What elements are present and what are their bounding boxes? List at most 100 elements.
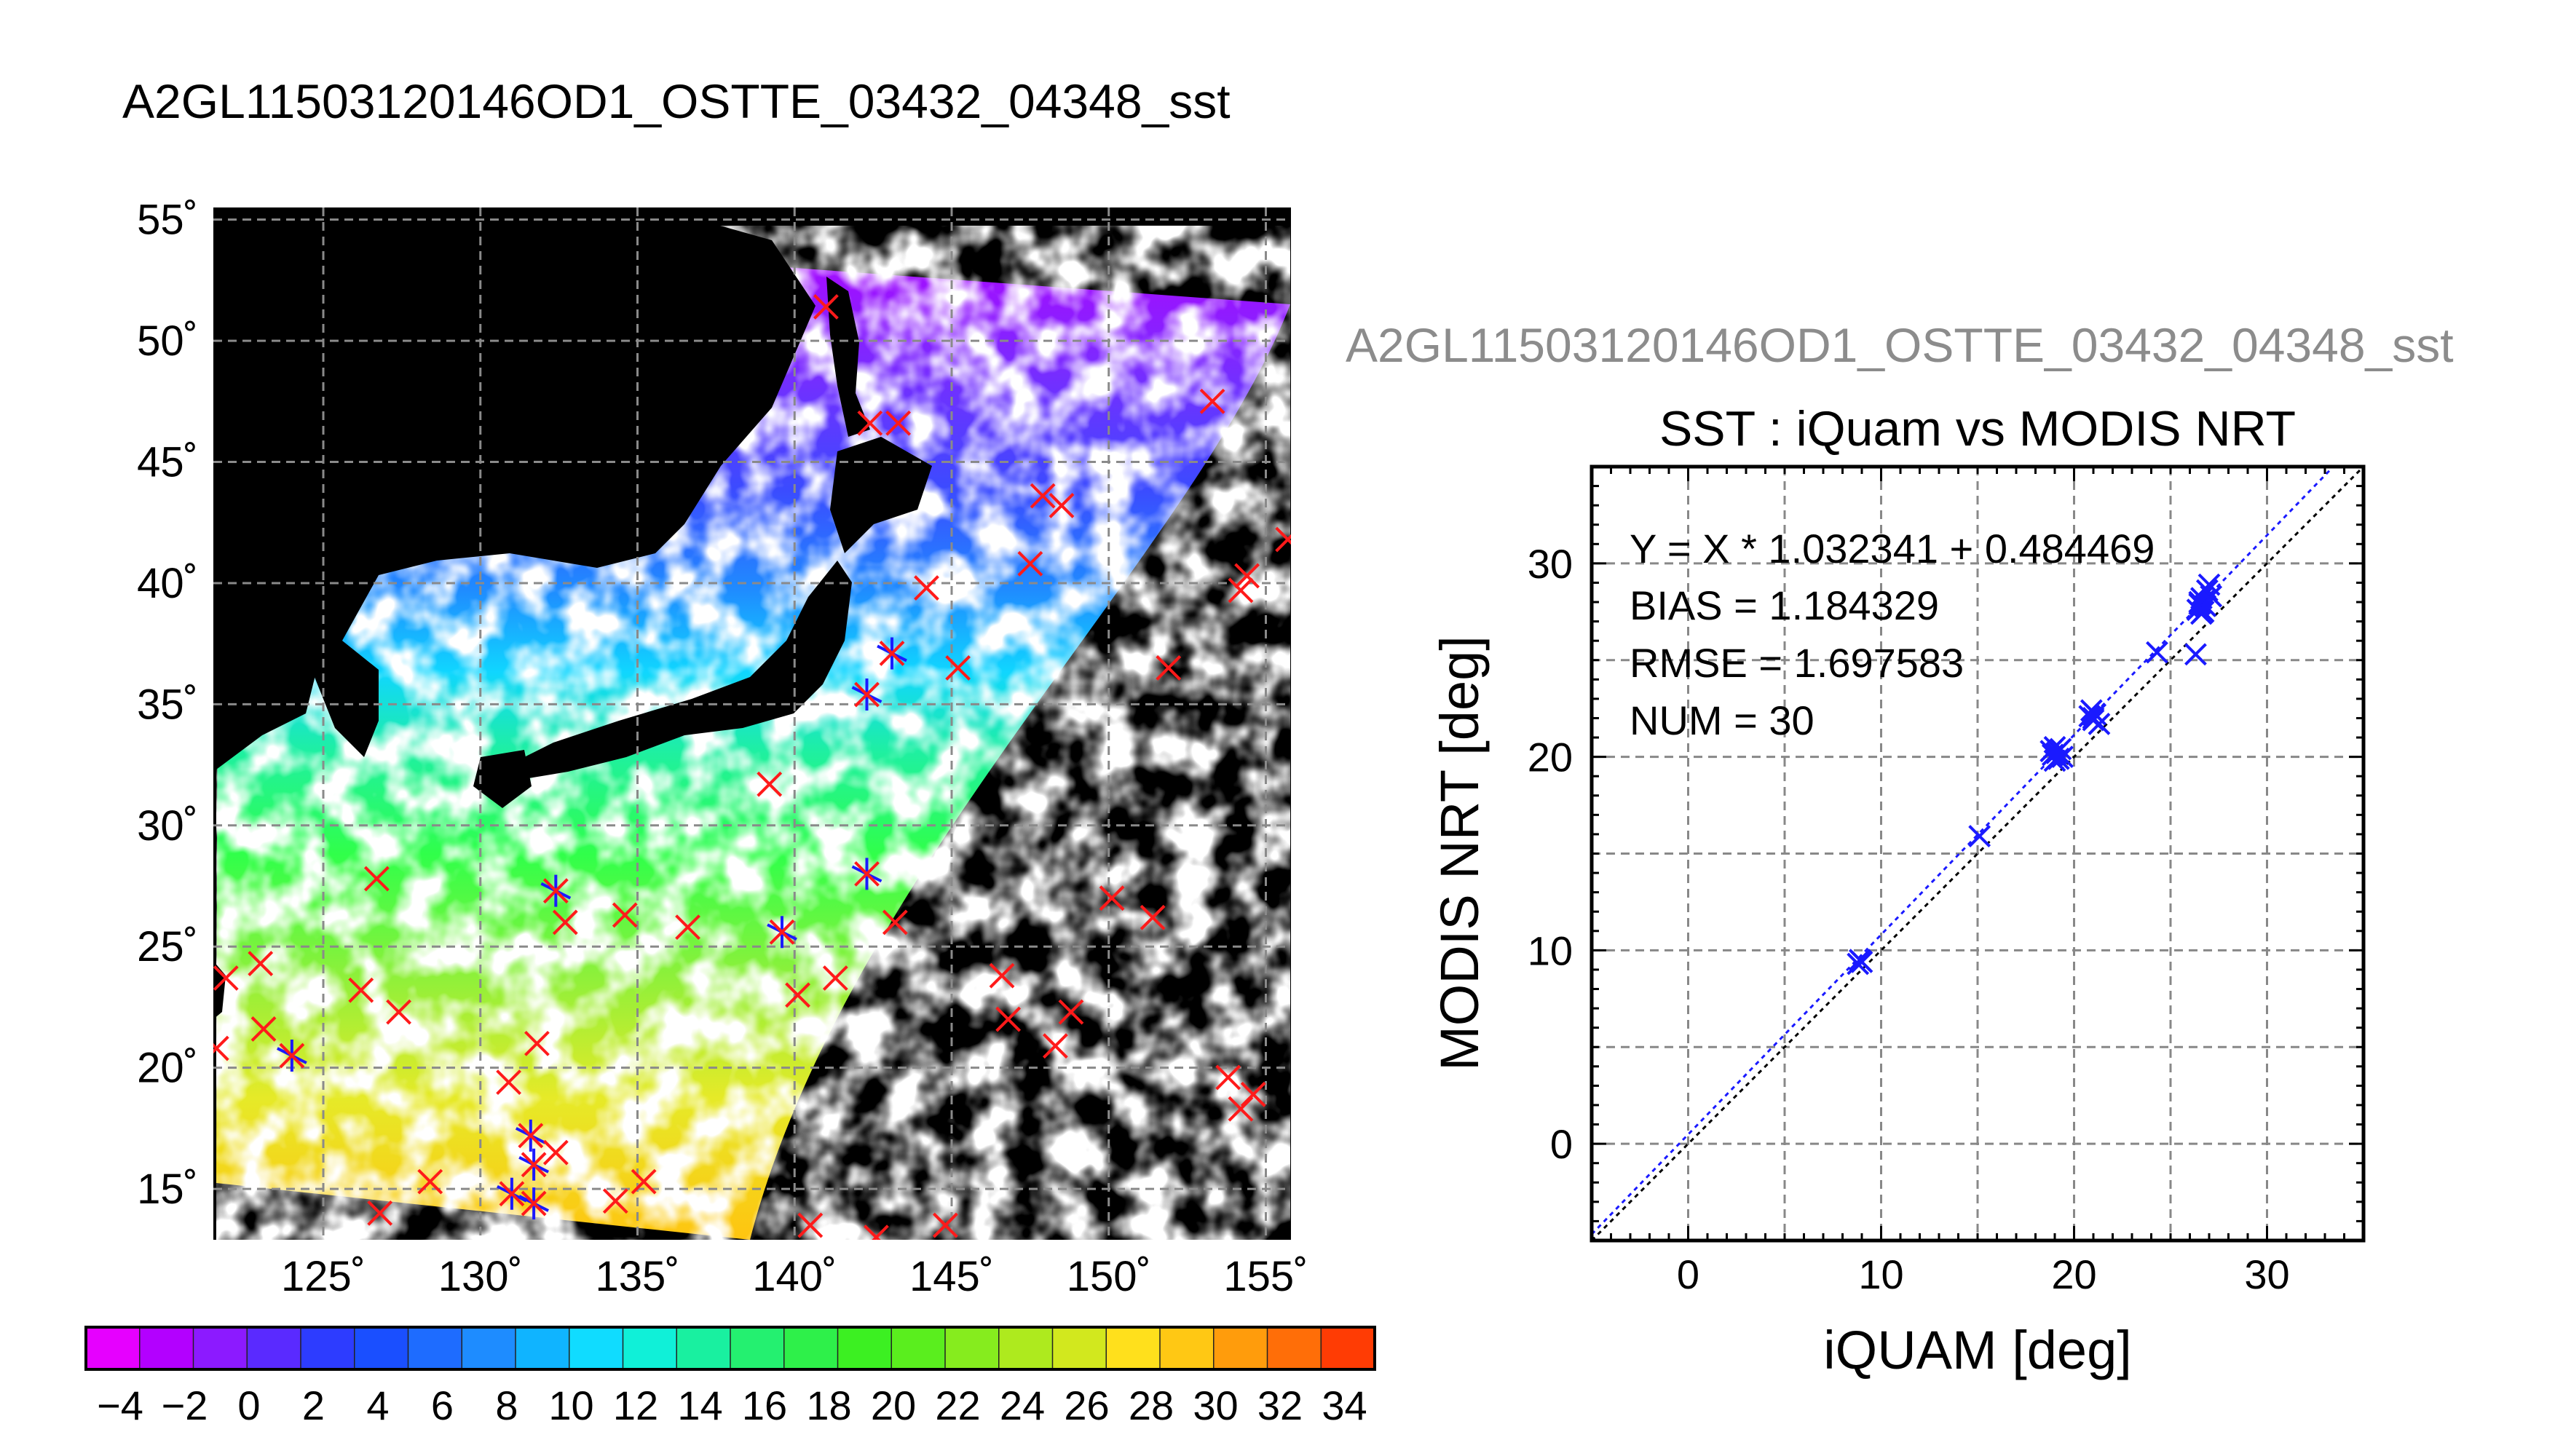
colorbar-tick-label: 0 xyxy=(237,1382,260,1428)
lon-tick-label: 130˚ xyxy=(438,1253,523,1300)
match-star-marker xyxy=(877,637,907,670)
lon-tick-label: 150˚ xyxy=(1067,1253,1151,1300)
colorbar-tick-label: 26 xyxy=(1064,1382,1109,1428)
match-x-marker xyxy=(932,1212,958,1238)
regression-line xyxy=(1592,467,2335,1235)
colorbar-swatch xyxy=(837,1326,893,1370)
match-star-marker xyxy=(515,1119,546,1152)
y-tick-labels: 0 10 20 30 xyxy=(1528,541,1573,1167)
page-title: A2GL11503120146OD1_OSTTE_03432_04348_sst xyxy=(122,74,1231,128)
colorbar-swatch xyxy=(622,1326,678,1370)
match-x-marker xyxy=(1140,904,1166,930)
lat-tick-label: 20˚ xyxy=(137,1045,198,1092)
x-axis-label: iQUAM [deg] xyxy=(1823,1320,2132,1380)
match-x-marker xyxy=(1215,1064,1241,1091)
colorbar-swatch xyxy=(944,1326,1000,1370)
match-x-marker xyxy=(524,1030,550,1056)
match-x-marker xyxy=(1049,493,1075,518)
colorbar-tick-label: 14 xyxy=(677,1382,722,1428)
scatter-point xyxy=(2146,641,2168,664)
match-x-marker xyxy=(248,951,274,976)
longitude-labels: 125˚ 130˚ 135˚ 140˚ 145˚ 150˚ 155˚ xyxy=(281,1253,1308,1300)
colorbar-swatch xyxy=(676,1326,732,1370)
scatter-point xyxy=(2049,737,2072,761)
match-x-marker xyxy=(864,1224,889,1240)
match-star-marker xyxy=(276,1040,307,1072)
match-x-marker xyxy=(995,1006,1022,1032)
scatter-point xyxy=(2200,585,2223,608)
match-star-marker xyxy=(518,1187,550,1220)
match-x-marker xyxy=(542,1139,569,1166)
match-x-marker xyxy=(989,962,1015,989)
colorbar-swatch xyxy=(891,1326,947,1370)
colorbar-tick-label: 16 xyxy=(742,1382,787,1428)
lat-tick-label: 40˚ xyxy=(137,560,198,607)
lat-tick-label: 55˚ xyxy=(137,197,198,244)
colorbar-swatch xyxy=(783,1326,839,1370)
y-tick-label: 20 xyxy=(1528,735,1573,780)
colorbar-tick-label: 2 xyxy=(302,1382,325,1428)
match-x-marker xyxy=(1199,388,1225,414)
scatter-point xyxy=(2188,590,2211,614)
colorbar-swatch xyxy=(407,1326,463,1370)
match-star-marker xyxy=(518,1148,550,1181)
match-x-marker xyxy=(213,1035,229,1061)
lat-tick-label: 30˚ xyxy=(137,802,198,850)
match-star-marker xyxy=(497,1177,527,1210)
match-x-marker xyxy=(386,999,411,1025)
match-star-marker xyxy=(851,858,882,890)
match-x-marker xyxy=(945,655,971,681)
match-x-marker xyxy=(882,909,908,935)
colorbar-swatch xyxy=(569,1326,624,1370)
colorbar-swatch xyxy=(461,1326,517,1370)
match-x-marker xyxy=(1058,999,1084,1025)
match-x-marker xyxy=(612,902,638,928)
lon-tick-label: 140˚ xyxy=(752,1253,837,1300)
x-tick-label: 30 xyxy=(2244,1251,2289,1297)
colorbar-swatches xyxy=(85,1326,1376,1370)
lat-tick-label: 50˚ xyxy=(137,317,198,365)
colorbar-tick-label: 30 xyxy=(1193,1382,1238,1428)
match-x-marker xyxy=(631,1168,657,1195)
colorbar-tick-label: 34 xyxy=(1322,1382,1367,1428)
scatter-panel: SST : iQuam vs MODIS NRT 0 10 20 30 0 10 20 30… xyxy=(1429,401,2366,1380)
x-tick-label: 10 xyxy=(1858,1251,1903,1297)
colorbar-swatch xyxy=(1266,1326,1322,1370)
colorbar-labels: −4 −2 0 2 4 6 8 10 12 14 16 18 20 22 24 26 28 30 32 34 xyxy=(97,1382,1367,1428)
lon-tick-label: 155˚ xyxy=(1223,1253,1308,1300)
land-korea xyxy=(306,641,379,757)
match-x-marker xyxy=(1030,483,1056,509)
match-x-marker xyxy=(822,965,848,991)
land-honshu xyxy=(510,561,852,779)
land-eurasia xyxy=(213,207,816,772)
lat-tick-label: 15˚ xyxy=(137,1166,198,1213)
y-axis-label: MODIS NRT [deg] xyxy=(1429,636,1490,1071)
secondary-title: A2GL11503120146OD1_OSTTE_03432_04348_sst xyxy=(1346,318,2454,372)
colorbar-swatch xyxy=(1105,1326,1161,1370)
match-star-marker xyxy=(767,916,797,949)
match-x-marker xyxy=(914,575,939,601)
lat-tick-label: 35˚ xyxy=(137,681,198,728)
x-tick-labels: 0 10 20 30 xyxy=(1677,1251,2290,1297)
x-tick-label: 0 xyxy=(1677,1251,1699,1297)
match-x-marker xyxy=(363,866,390,892)
colorbar-swatch xyxy=(515,1326,570,1370)
colorbar-swatch xyxy=(354,1326,409,1370)
match-markers xyxy=(213,294,1291,1240)
colorbar-tick-label: 28 xyxy=(1129,1382,1174,1428)
match-x-marker xyxy=(797,1212,824,1238)
colorbar-tick-label: 10 xyxy=(548,1382,593,1428)
y-tick-label: 30 xyxy=(1528,541,1573,587)
scatter-title: SST : iQuam vs MODIS NRT xyxy=(1659,401,2296,456)
colorbar-swatch xyxy=(246,1326,302,1370)
match-star-marker xyxy=(540,874,572,907)
match-x-marker xyxy=(213,965,239,991)
colorbar-tick-label: 20 xyxy=(871,1382,916,1428)
scatter-point xyxy=(1968,825,1991,847)
y-tick-label: 0 xyxy=(1550,1121,1573,1167)
match-star-marker xyxy=(851,678,882,711)
match-x-marker xyxy=(1234,563,1260,589)
colorbar-swatch xyxy=(300,1326,355,1370)
land-hokkaido xyxy=(830,437,932,553)
